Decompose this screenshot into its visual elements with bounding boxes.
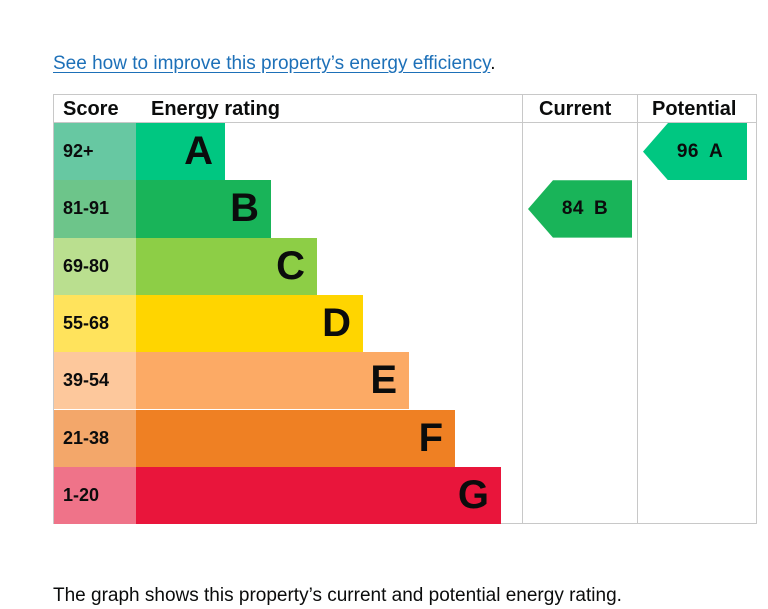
improve-efficiency-link[interactable]: See how to improve this property’s energ… bbox=[53, 53, 491, 74]
score-c: 69-80 bbox=[54, 237, 136, 295]
band-g: G bbox=[136, 466, 501, 525]
current-rating-arrow-letter: B bbox=[593, 197, 609, 219]
header-divider bbox=[54, 122, 756, 123]
band-c: C bbox=[136, 237, 317, 295]
potential-rating-arrow-value: 96 bbox=[676, 140, 699, 162]
header-energy-rating: Energy rating bbox=[151, 98, 280, 120]
score-f: 21-38 bbox=[54, 409, 136, 467]
score-b: 81-91 bbox=[54, 180, 136, 238]
current-column-divider bbox=[522, 95, 523, 523]
score-g: 1-20 bbox=[54, 466, 136, 525]
score-a: 92+ bbox=[54, 123, 136, 181]
header-score: Score bbox=[63, 98, 119, 120]
band-f: F bbox=[136, 409, 455, 467]
current-rating-arrow-value: 84 bbox=[561, 197, 584, 219]
score-e: 39-54 bbox=[54, 352, 136, 410]
intro-period: . bbox=[490, 53, 496, 74]
potential-rating-arrow: 96 A bbox=[643, 123, 747, 181]
potential-column-divider bbox=[637, 95, 638, 523]
band-d: D bbox=[136, 294, 363, 353]
band-a: A bbox=[136, 123, 225, 181]
band-e: E bbox=[136, 352, 409, 410]
current-rating-arrow: 84 B bbox=[528, 180, 632, 238]
energy-rating-chart: Score Energy rating Current Potential 92… bbox=[53, 94, 757, 525]
header-current: Current bbox=[539, 98, 612, 120]
potential-rating-arrow-letter: A bbox=[708, 140, 724, 162]
header-potential: Potential bbox=[652, 98, 737, 120]
outro-text: The graph shows this property’s current … bbox=[53, 585, 622, 606]
band-b: B bbox=[136, 180, 271, 238]
score-d: 55-68 bbox=[54, 294, 136, 353]
intro-text: See how to improve this property’s energ… bbox=[53, 51, 496, 77]
